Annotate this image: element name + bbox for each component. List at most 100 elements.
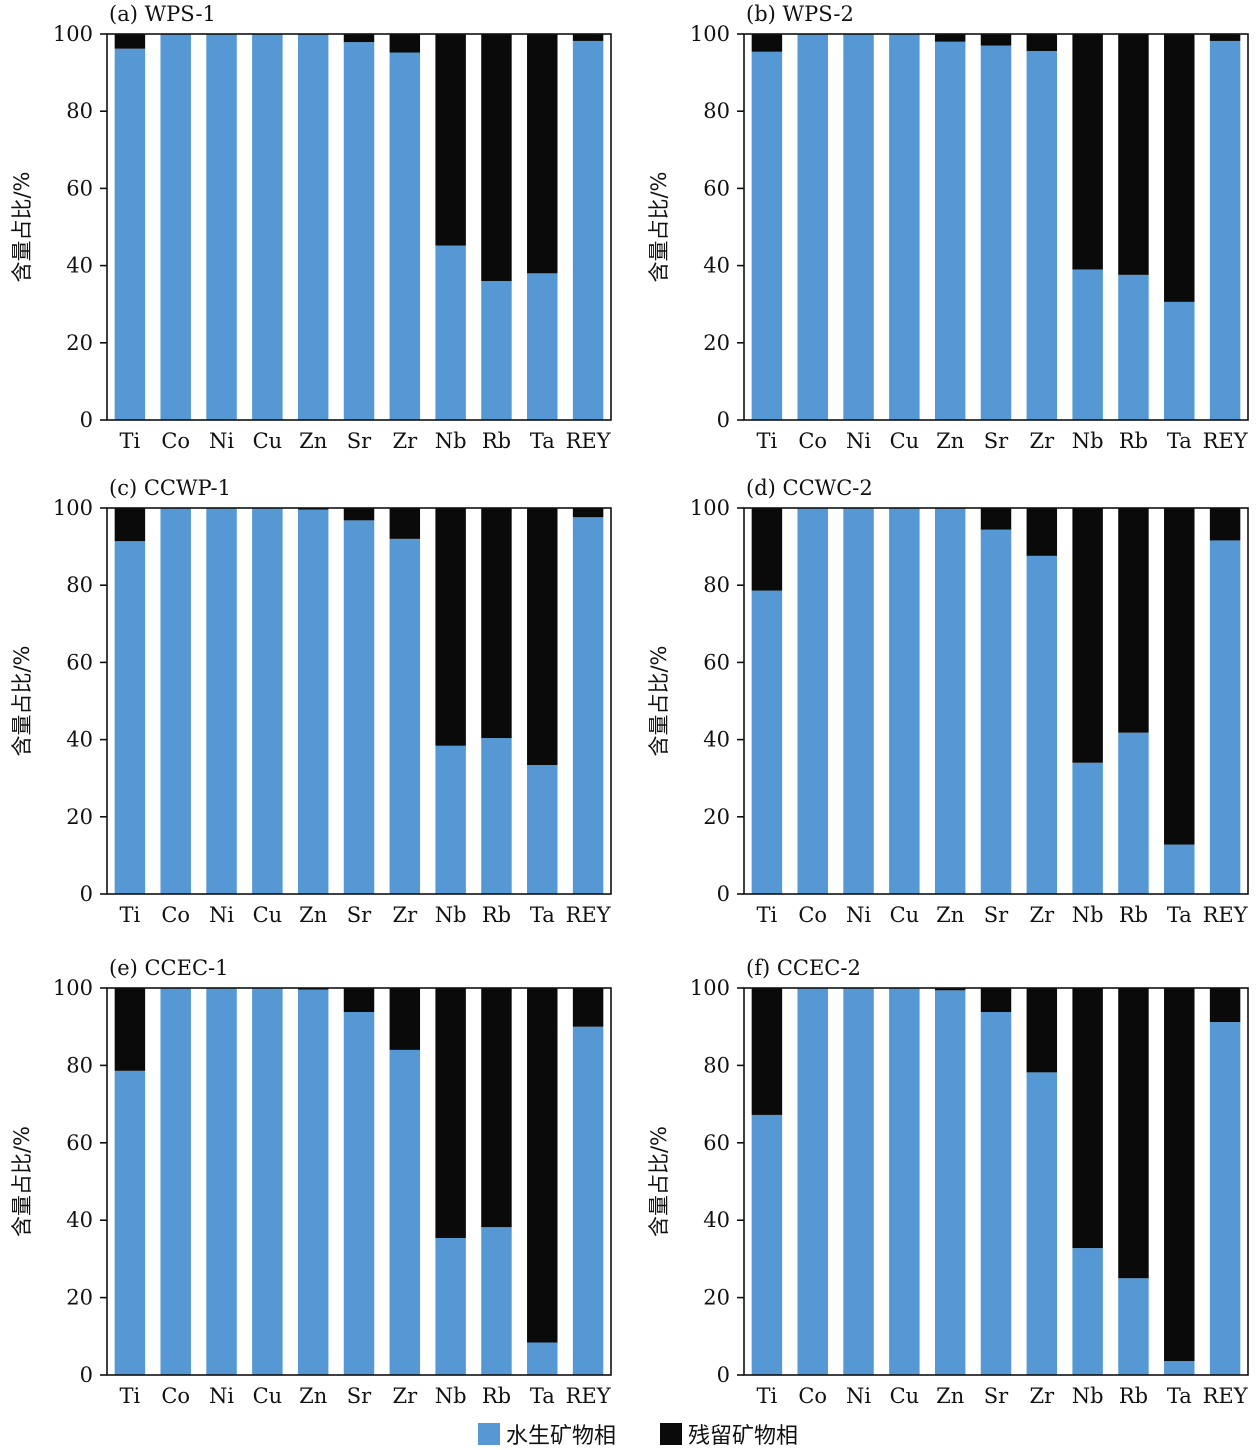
bar-aqueous xyxy=(751,1114,783,1375)
x-tick-label: Zn xyxy=(936,1384,964,1408)
bar-residual xyxy=(1118,508,1149,733)
x-tick-label: Zn xyxy=(936,903,964,927)
x-tick-label: Zr xyxy=(1029,429,1055,453)
y-axis-label: 含量占比/% xyxy=(647,645,671,756)
y-tick-label: 100 xyxy=(690,496,730,520)
x-tick-label: Ta xyxy=(1167,429,1192,453)
chart-title: (c) CCWP-1 xyxy=(109,476,231,500)
y-tick-label: 20 xyxy=(703,805,730,829)
bar-aqueous xyxy=(572,517,604,894)
y-tick-label: 20 xyxy=(703,1286,730,1310)
bar-residual xyxy=(751,508,783,591)
bar-aqueous xyxy=(481,738,512,894)
bar-residual xyxy=(1072,988,1103,1249)
bar-aqueous xyxy=(297,989,329,1375)
x-tick-label: Ti xyxy=(120,429,141,453)
bar-aqueous xyxy=(435,1238,466,1375)
bar-residual xyxy=(572,34,604,41)
bar-aqueous xyxy=(934,990,966,1375)
chart-panel: Ti Co Ni Cu Zn Sr Zr Nb Rb Ta REY 0 20 40 60 80 100 含量占比/… xyxy=(647,956,1249,1408)
x-tick-label: Cu xyxy=(253,1384,283,1408)
bar-residual xyxy=(1072,34,1103,270)
bar-aqueous xyxy=(389,52,421,420)
x-tick-label: Nb xyxy=(435,429,467,453)
bar-aqueous xyxy=(527,765,558,894)
x-tick-label: Cu xyxy=(253,429,283,453)
y-tick-label: 0 xyxy=(717,408,730,432)
y-axis-label: 含量占比/% xyxy=(647,171,671,282)
legend-label-residual: 残留矿物相 xyxy=(688,1424,799,1449)
y-tick-label: 60 xyxy=(703,176,730,200)
x-tick-label: Zn xyxy=(299,1384,327,1408)
y-tick-label: 80 xyxy=(703,1053,730,1077)
bar-aqueous xyxy=(889,508,920,894)
bar-residual xyxy=(389,508,421,539)
bar-aqueous xyxy=(481,281,512,420)
bar-aqueous xyxy=(252,988,283,1375)
bar-aqueous xyxy=(1072,762,1103,894)
y-tick-label: 80 xyxy=(66,99,93,123)
x-tick-label: Sr xyxy=(984,429,1009,453)
y-tick-label: 60 xyxy=(66,176,93,200)
y-tick-label: 60 xyxy=(66,1131,93,1155)
x-tick-label: Ti xyxy=(757,1384,778,1408)
bar-residual xyxy=(1118,34,1149,275)
bar-aqueous xyxy=(1118,1278,1149,1375)
y-tick-label: 40 xyxy=(703,1208,730,1232)
chart-panel: Ti Co Ni Cu Zn Sr Zr Nb Rb Ta REY 0 20 40 60 80 100 含量占比/… xyxy=(647,476,1249,927)
x-tick-label: Ta xyxy=(530,429,555,453)
x-tick-label: Co xyxy=(798,1384,827,1408)
x-tick-label: Zr xyxy=(392,903,418,927)
y-tick-label: 80 xyxy=(703,573,730,597)
bar-aqueous xyxy=(572,40,604,420)
bar-aqueous xyxy=(297,509,329,894)
legend-item-aqueous: 水生矿物相 xyxy=(478,1418,616,1450)
x-tick-label: Co xyxy=(161,903,190,927)
x-tick-label: Ni xyxy=(846,429,871,453)
y-axis-label: 含量占比/% xyxy=(10,171,34,282)
bar-residual xyxy=(1026,34,1058,51)
y-tick-label: 80 xyxy=(66,1053,93,1077)
y-tick-label: 100 xyxy=(53,976,93,1000)
bar-aqueous xyxy=(889,988,920,1375)
x-tick-label: REY xyxy=(566,429,612,453)
bar-aqueous xyxy=(1026,555,1058,894)
bar-aqueous xyxy=(1164,301,1195,420)
y-tick-label: 0 xyxy=(80,1363,93,1387)
x-tick-label: Ti xyxy=(120,903,141,927)
y-tick-label: 20 xyxy=(66,331,93,355)
x-tick-label: Zn xyxy=(936,429,964,453)
x-tick-label: Zn xyxy=(299,903,327,927)
bar-aqueous xyxy=(114,1070,146,1375)
x-tick-label: Ta xyxy=(530,903,555,927)
x-tick-label: Rb xyxy=(1119,429,1148,453)
bar-residual xyxy=(114,34,146,49)
x-tick-label: Ti xyxy=(757,903,778,927)
y-tick-label: 60 xyxy=(66,650,93,674)
x-tick-label: REY xyxy=(566,1384,612,1408)
bar-aqueous xyxy=(797,988,828,1375)
x-tick-label: Rb xyxy=(1119,1384,1148,1408)
chart-title: (a) WPS-1 xyxy=(109,2,216,26)
bar-aqueous xyxy=(1072,269,1103,420)
bar-aqueous xyxy=(1209,540,1241,894)
y-tick-label: 20 xyxy=(703,331,730,355)
x-tick-label: Ti xyxy=(757,429,778,453)
bar-aqueous xyxy=(797,508,828,894)
y-tick-label: 100 xyxy=(690,976,730,1000)
bar-aqueous xyxy=(980,1011,1012,1375)
x-tick-label: Co xyxy=(161,429,190,453)
y-axis-label: 含量占比/% xyxy=(647,1126,671,1237)
x-tick-label: Ta xyxy=(530,1384,555,1408)
bar-residual xyxy=(1072,508,1103,763)
x-tick-label: Ni xyxy=(846,1384,871,1408)
bar-aqueous xyxy=(343,42,375,421)
bar-aqueous xyxy=(1072,1248,1103,1375)
plot-frame xyxy=(106,507,612,895)
bar-aqueous xyxy=(1026,50,1058,420)
x-tick-label: Rb xyxy=(482,903,511,927)
bar-aqueous xyxy=(980,45,1012,421)
bar-aqueous xyxy=(797,34,828,420)
x-tick-label: Ni xyxy=(209,1384,234,1408)
bar-aqueous xyxy=(389,538,421,894)
